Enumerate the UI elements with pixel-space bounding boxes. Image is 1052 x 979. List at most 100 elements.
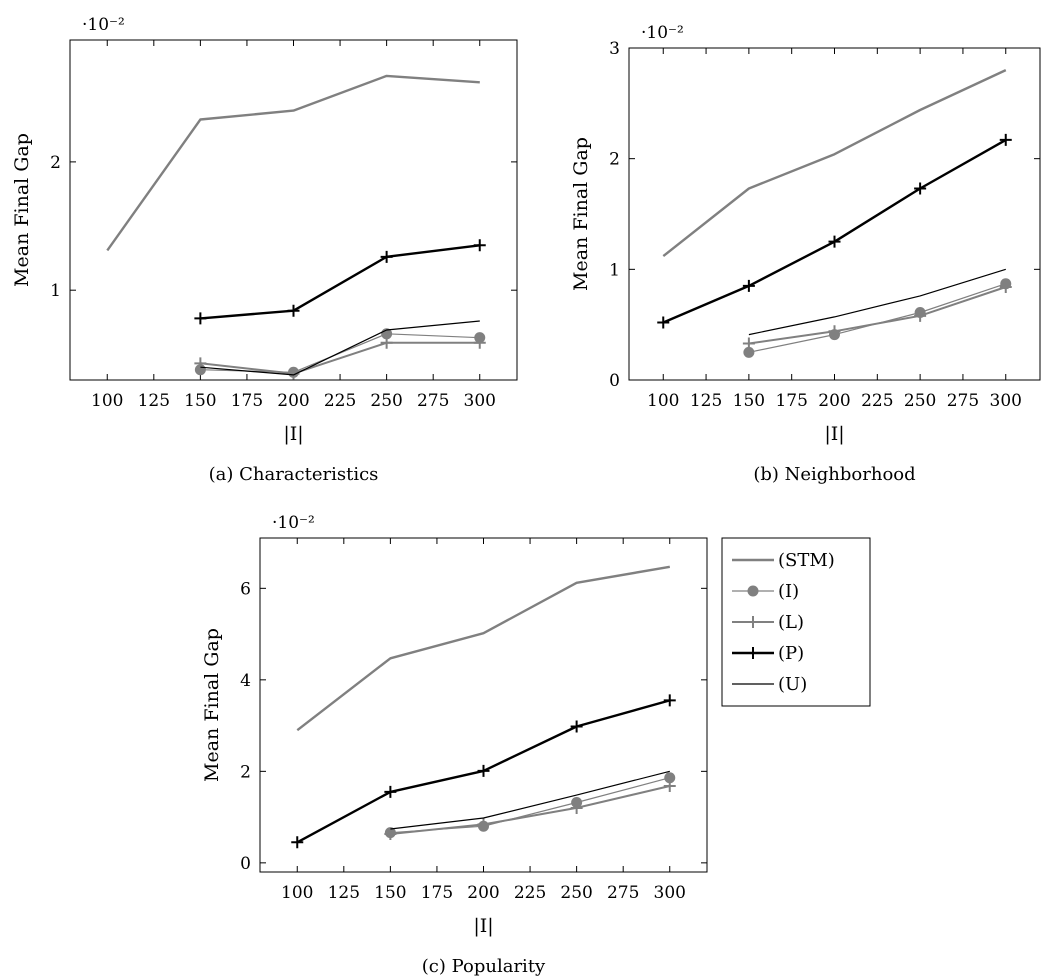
legend-label: (STM) [778,550,835,571]
series-line [748,283,1006,353]
x-tick-label: 150 [184,391,216,411]
legend-entry: (I) [732,581,799,602]
x-tick-label: 250 [560,883,592,903]
y-tick-label: 1 [609,260,620,280]
series-line [200,244,480,320]
legend-entry: (U) [732,674,807,695]
x-tick-label: 275 [607,883,639,903]
series-l [384,779,676,841]
x-tick-label: 225 [324,391,356,411]
data-point [828,325,841,338]
x-tick-label: 125 [690,391,722,411]
x-tick-label: 250 [370,391,402,411]
y-tick-label: 6 [240,579,251,599]
x-tick-label: 300 [990,391,1022,411]
data-point [473,336,486,349]
data-point [380,250,393,263]
x-tick-label: 150 [374,883,406,903]
x-tick-label: 250 [904,391,936,411]
x-tick-label: 175 [775,391,807,411]
panel-characteristics: 100 125 150 175 200 225 250 275 300 1 2 ·10⁻² |I| Mea… [11,15,518,485]
series-line [390,770,670,830]
y-tick-label: 3 [609,39,620,59]
series-u [390,770,670,830]
series-l [194,336,486,380]
data-point [477,764,490,777]
data-point [914,182,927,195]
x-tick-label: 275 [417,391,449,411]
data-point [828,235,841,248]
legend-marker [747,616,759,628]
data-point [914,309,927,322]
y-tick-label: 1 [50,281,61,301]
series-p [657,133,1012,329]
data-point [291,836,304,849]
series-line [662,138,1007,324]
series-line [200,341,480,375]
series-line [200,320,480,376]
legend-marker [747,647,759,659]
y-tick-label: 2 [240,762,251,782]
data-point [999,133,1012,146]
y-exponent-label: ·10⁻² [641,23,684,43]
legend: (STM) (I) (L) (P) (U) [721,537,871,707]
y-exponent-label: ·10⁻² [82,15,125,35]
x-tick-label: 125 [138,391,170,411]
x-tick-label: 150 [733,391,765,411]
data-point [663,694,676,707]
data-point [287,304,300,317]
data-point [477,818,490,831]
series-p [291,694,676,849]
x-tick-label: 200 [818,391,850,411]
x-tick-label: 300 [464,391,496,411]
y-axis-label: Mean Final Gap [11,133,33,287]
series-l [742,281,1012,350]
legend-entry: (STM) [732,550,835,571]
legend-label: (I) [778,581,799,602]
data-point [664,772,676,784]
data-point [743,346,755,358]
series-line [748,286,1007,345]
x-axis-label: |I| [283,423,303,445]
series-line [748,268,1006,336]
y-axis-label: Mean Final Gap [570,137,592,291]
x-axis-label: |I| [824,423,844,445]
series-p [194,239,486,325]
x-tick-label: 200 [467,883,499,903]
data-point [194,312,207,325]
data-point [742,337,755,350]
panel-caption: (c) Popularity [422,956,546,977]
series-u [748,268,1006,336]
data-point [384,828,397,841]
series-stm [662,69,1007,258]
panel-caption: (b) Neighborhood [753,464,915,485]
y-axis-label: Mean Final Gap [201,628,223,782]
x-tick-label: 225 [861,391,893,411]
y-tick-label: 0 [609,371,620,391]
y-tick-label: 4 [240,671,251,691]
data-point [742,279,755,292]
series-i [743,278,1012,358]
legend-marker [747,585,759,597]
panel-caption: (a) Characteristics [209,464,379,485]
data-point [194,357,207,370]
panel-popularity: 100 125 150 175 200 225 250 275 300 0 2 4 6 ·10⁻² |I| M… [201,513,708,977]
legend-label: (U) [778,674,807,695]
data-point [570,720,583,733]
legend-entry: (L) [732,612,804,633]
legend-label: (L) [778,612,804,633]
data-point [380,336,393,349]
y-tick-label: 2 [609,150,620,170]
data-point [663,779,676,792]
data-point [570,801,583,814]
x-tick-label: 200 [277,391,309,411]
series-line [662,69,1007,258]
x-tick-label: 225 [514,883,546,903]
data-point [473,239,486,252]
series-line [106,74,480,252]
data-point [657,316,670,329]
panel-neighborhood: 100 125 150 175 200 225 250 275 300 0 1 2 3 ·10⁻² |I| M… [570,23,1041,485]
x-tick-label: 300 [654,883,686,903]
y-exponent-label: ·10⁻² [272,513,315,533]
